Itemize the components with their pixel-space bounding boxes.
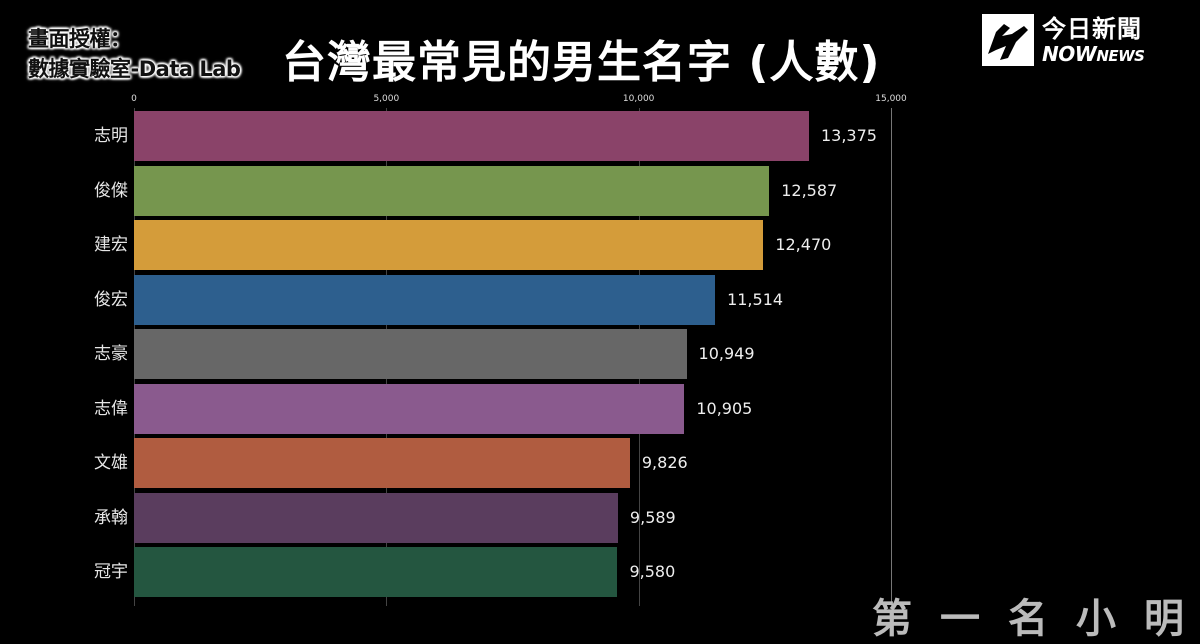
credit-line-1: 畫面授權： (28, 27, 131, 51)
bar-row: 志明 13,375 (0, 111, 1200, 161)
bar-row: 志偉 10,905 (0, 383, 1200, 434)
category-label: 志豪 (94, 344, 128, 364)
subtitle-partial: 第一名小明 (872, 596, 1200, 642)
value-label: 11,514 (727, 289, 784, 309)
category-label: 承翰 (94, 507, 128, 528)
bar (134, 492, 618, 543)
category-label: 俊宏 (94, 289, 128, 310)
category-label: 建宏 (94, 235, 128, 255)
bar (134, 165, 770, 216)
credit-watermark: 畫面授權： 數據實驗室-Data Lab (28, 24, 241, 84)
bar-row: 志豪 10,949 (0, 329, 1200, 379)
value-label: 9,589 (629, 507, 676, 527)
bar (134, 547, 618, 597)
category-label: 志偉 (94, 398, 128, 419)
bar-row: 俊傑 12,587 (0, 165, 1200, 216)
category-label: 文雄 (94, 453, 128, 473)
bar (134, 383, 685, 434)
value-label: 9,826 (641, 453, 688, 472)
bar (134, 274, 716, 325)
category-label: 志明 (94, 126, 128, 146)
bar-row: 文雄 9,826 (0, 438, 1200, 488)
logo-chinese-text: 今日新聞 (1042, 14, 1142, 43)
chart-title: 台灣最常見的男生名字 (人數) (282, 37, 881, 88)
x-tick-label: 10,000 (622, 94, 655, 104)
bar-chart: 0 5,000 10,000 15,000 志明 13,375 俊傑 12,587 建宏 12,4… (0, 94, 1200, 606)
value-label: 12,587 (781, 180, 838, 200)
value-label: 12,470 (775, 235, 832, 254)
bar (134, 111, 809, 161)
bar-row: 俊宏 11,514 (0, 274, 1200, 325)
value-label: 13,375 (820, 126, 877, 145)
x-tick-label: 0 (131, 94, 137, 104)
bar-row: 承翰 9,589 (0, 492, 1200, 543)
bar (134, 329, 687, 379)
bar-row: 冠宇 9,580 (0, 547, 1200, 597)
category-label: 冠宇 (94, 562, 128, 582)
bar-row: 建宏 12,470 (0, 220, 1200, 270)
value-label: 10,949 (698, 344, 755, 363)
category-label: 俊傑 (94, 180, 128, 201)
credit-line-2: 數據實驗室-Data Lab (28, 57, 241, 81)
value-label: 10,905 (696, 398, 753, 418)
logo-mark-icon (982, 14, 1034, 66)
gridline (891, 108, 892, 606)
bar (134, 438, 630, 488)
nownews-logo: 今日新聞 NOWNEWS (982, 14, 1145, 66)
bar (134, 220, 764, 270)
x-tick-label: 5,000 (373, 94, 400, 104)
logo-english-text: NOWNEWS (1042, 41, 1145, 66)
x-tick-label: 15,000 (875, 94, 907, 104)
value-label: 9,580 (629, 562, 676, 581)
